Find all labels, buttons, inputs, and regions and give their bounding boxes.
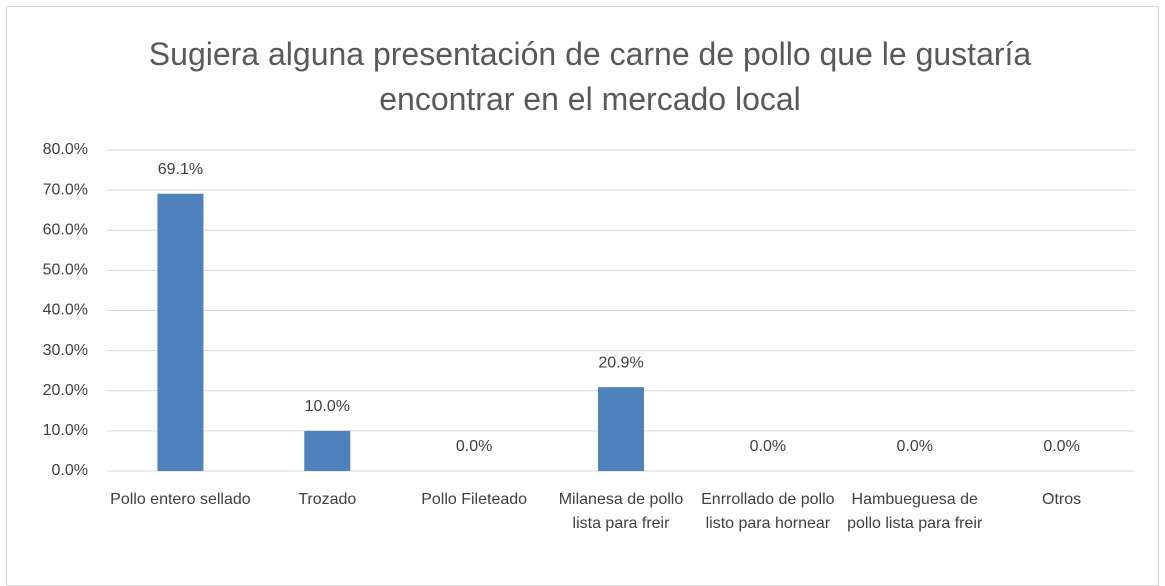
y-tick-label: 40.0% (43, 302, 88, 319)
bar (157, 193, 204, 471)
y-tick-label: 50.0% (43, 262, 88, 279)
x-tick-label: Enrrollado de pollo listo para hornear (701, 491, 835, 532)
data-label: 0.0% (456, 438, 492, 455)
y-tick-label: 10.0% (43, 422, 88, 439)
bar (304, 430, 351, 471)
data-label: 10.0% (305, 398, 350, 415)
x-tick-label: Trozado (298, 491, 357, 508)
x-tick-label: Milanesa de pollo lista para freir (558, 491, 684, 532)
y-tick-label: 30.0% (43, 342, 88, 359)
x-tick-label: Pollo entero sellado (110, 491, 251, 508)
data-label: 0.0% (750, 438, 786, 455)
y-tick-label: 60.0% (43, 221, 88, 238)
y-tick-label: 70.0% (43, 181, 88, 198)
x-tick-label: Pollo Fileteado (421, 491, 528, 508)
y-tick-label: 0.0% (52, 462, 88, 479)
data-label: 20.9% (598, 354, 643, 371)
x-tick-label: Hambueguesa de pollo lista para freir (847, 491, 983, 532)
chart-title: Sugiera alguna presentación de carne de … (148, 36, 1032, 117)
bar (598, 387, 644, 471)
y-tick-label: 20.0% (43, 382, 88, 399)
y-tick-label: 80.0% (43, 141, 88, 158)
data-label: 0.0% (1043, 438, 1079, 455)
data-label: 0.0% (896, 438, 932, 455)
x-tick-label: Otros (1042, 491, 1082, 508)
data-label: 69.1% (158, 161, 203, 178)
